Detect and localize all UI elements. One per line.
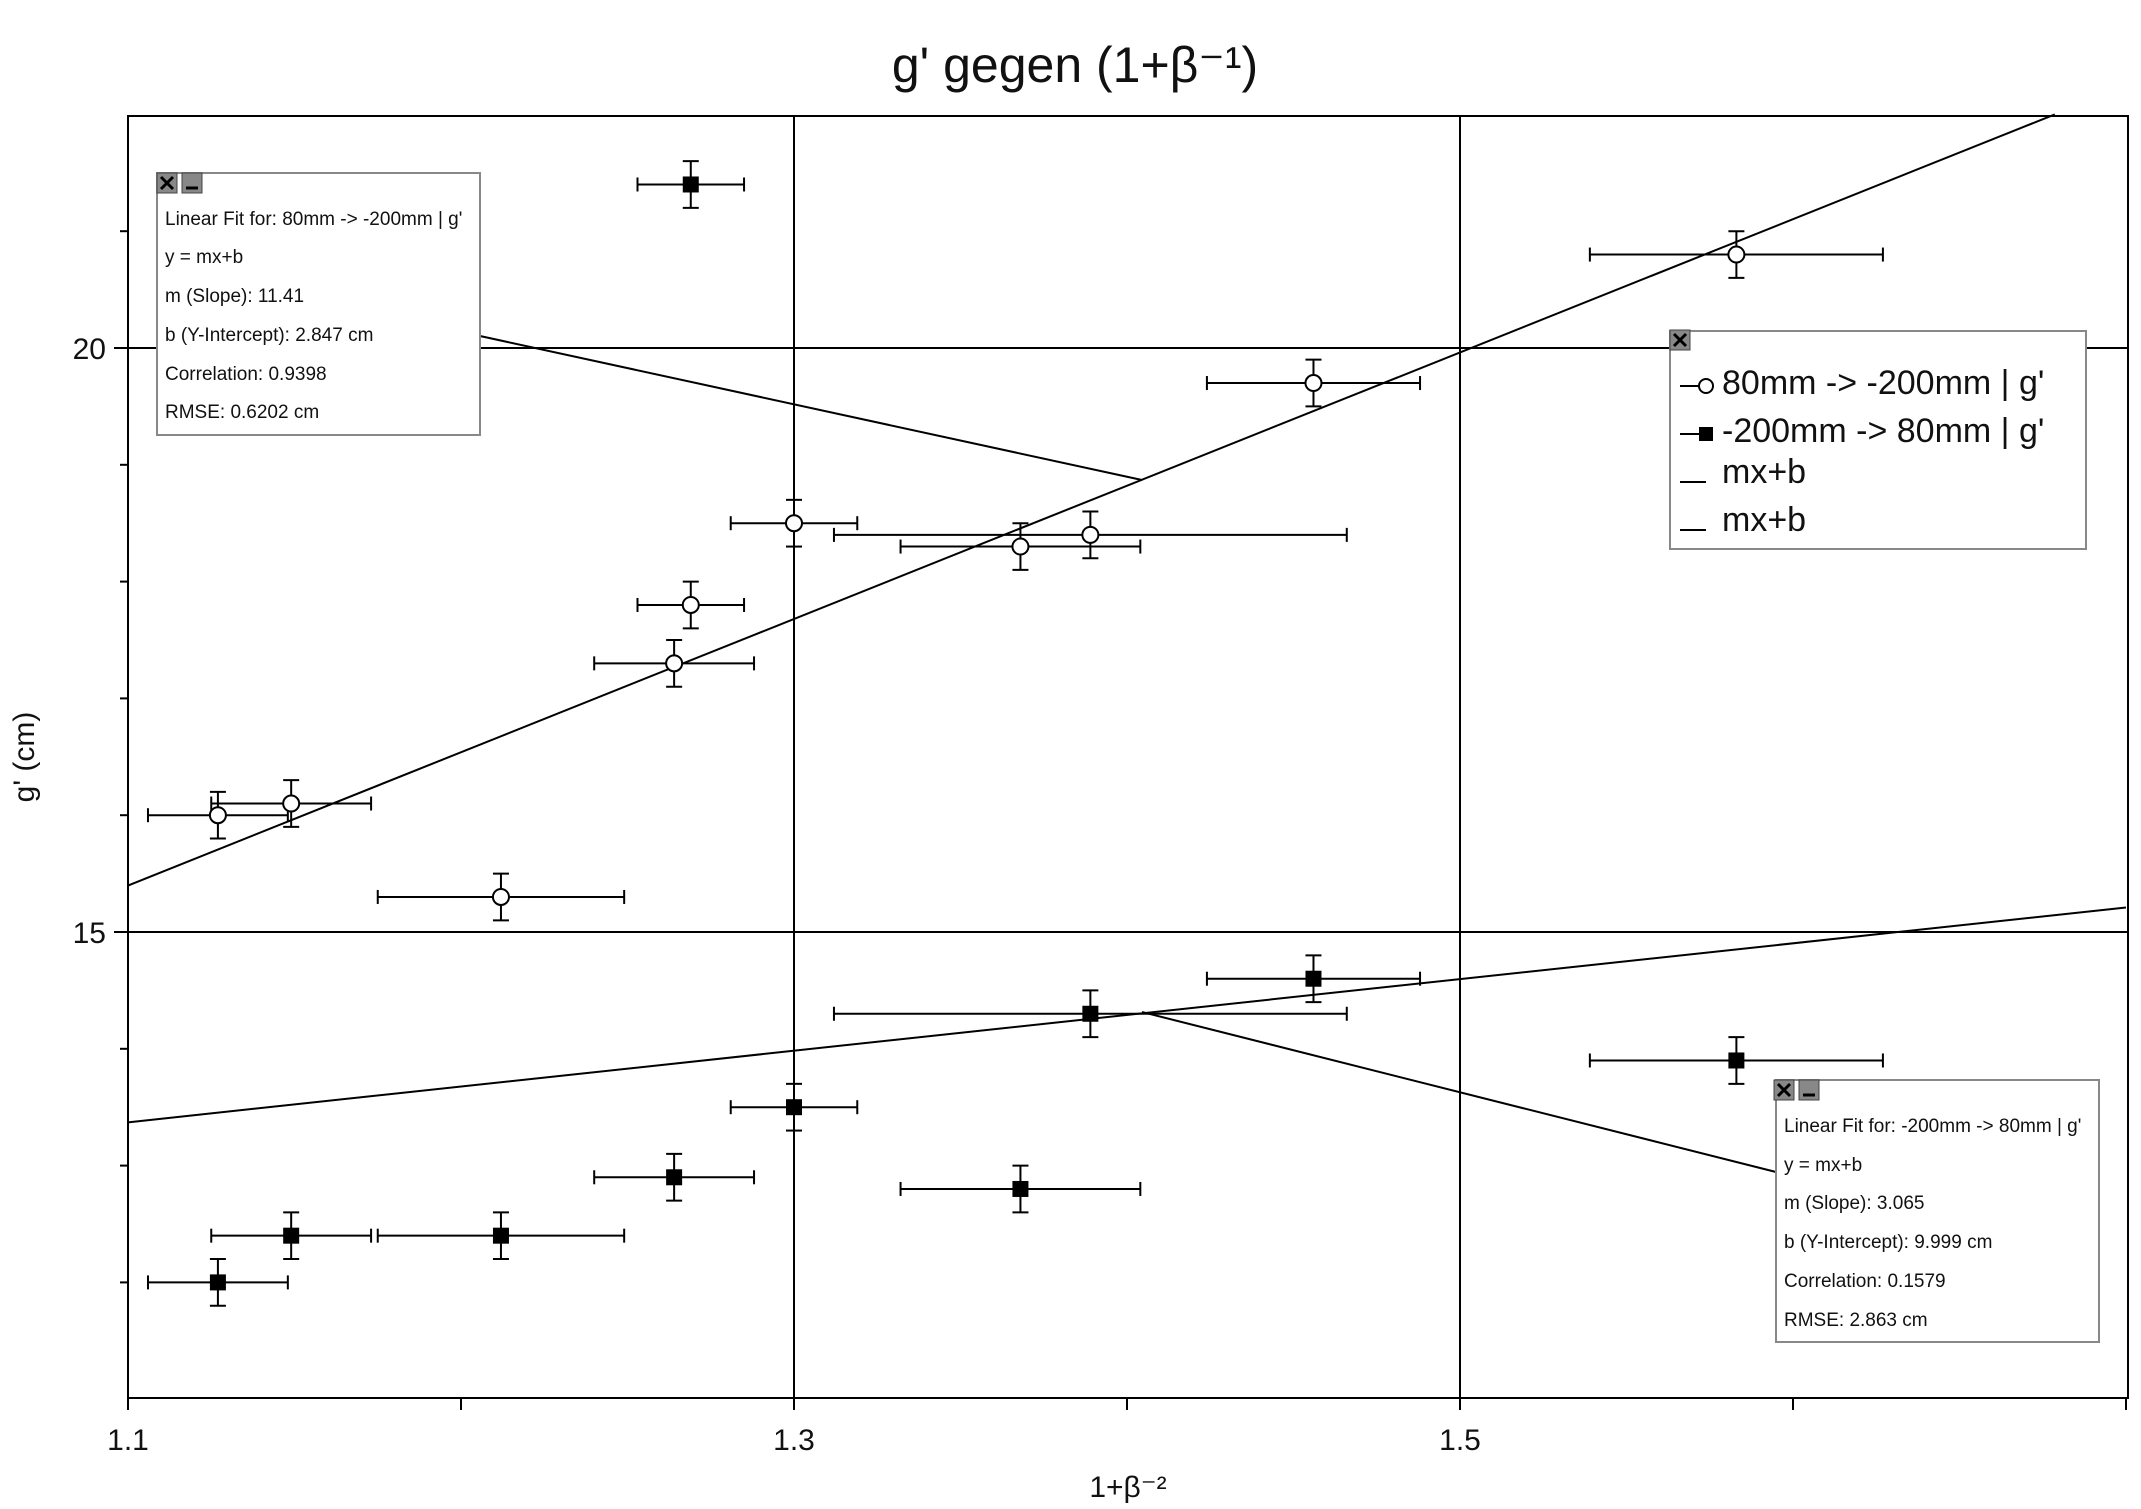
fit-line-series-2 — [127, 906, 2127, 1124]
axis-ticks: 1.1 1.3 1.5 15 20 — [73, 230, 2127, 1457]
close-icon[interactable] — [1669, 329, 1691, 351]
legend-item: 80mm -> -200mm | g' — [1680, 364, 2044, 402]
point-marker — [681, 595, 700, 614]
chart-title: g' gegen (1+β⁻¹) — [892, 37, 1258, 93]
legend-label: -200mm -> 80mm | g' — [1722, 412, 2044, 450]
fit-box-series-2[interactable]: Linear Fit for: -200mm -> 80mm | g' y = … — [1773, 1079, 2100, 1343]
data-point — [146, 1258, 289, 1307]
data-point — [729, 1082, 859, 1132]
legend-item: mx+b — [1680, 453, 1806, 491]
legend-label: 80mm -> -200mm | g' — [1722, 364, 2044, 402]
legend-item: -200mm -> 80mm | g' — [1680, 412, 2044, 450]
fit-box-series-1[interactable]: Linear Fit for: 80mm -> -200mm | g' y = … — [156, 172, 481, 436]
data-point — [1588, 1036, 1884, 1085]
data-point — [210, 779, 373, 828]
data-point — [832, 989, 1348, 1039]
point-marker — [1011, 537, 1030, 556]
fit-box-line: y = mx+b — [165, 247, 243, 268]
point-marker — [1012, 1180, 1029, 1197]
data-point — [636, 160, 746, 209]
point-marker — [1305, 970, 1322, 987]
data-point — [636, 580, 746, 630]
fit-box-1-leader — [479, 335, 1143, 481]
data-point — [593, 1152, 756, 1202]
point-marker — [492, 1227, 509, 1244]
fit-box-line: b (Y-Intercept): 2.847 cm — [165, 325, 373, 346]
x-tick-label: 1.5 — [1439, 1424, 1481, 1457]
data-point — [899, 522, 1142, 571]
close-icon[interactable] — [1773, 1079, 1795, 1101]
fit-box-line: m (Slope): 3.065 — [1784, 1193, 1924, 1214]
point-marker — [785, 514, 803, 533]
legend-label: mx+b — [1722, 501, 1806, 539]
minimize-icon[interactable] — [181, 172, 203, 194]
fit-box-line: RMSE: 2.863 cm — [1784, 1310, 1928, 1331]
open-circle-marker-icon — [1698, 378, 1714, 394]
y-tick-label: 15 — [73, 917, 106, 950]
data-point — [593, 639, 756, 688]
data-point — [729, 498, 859, 548]
legend[interactable]: 80mm -> -200mm | g' -200mm -> 80mm | g' … — [1669, 329, 2087, 550]
data-point — [376, 1211, 626, 1261]
x-axis-label: 1+β⁻² — [1089, 1471, 1166, 1504]
data-point — [210, 1211, 373, 1261]
data-points — [146, 160, 1884, 1307]
fit-box-2-leader — [1141, 1011, 1777, 1173]
point-marker — [1728, 1052, 1745, 1069]
point-marker — [208, 806, 227, 825]
data-point — [146, 790, 289, 840]
fit-box-line: b (Y-Intercept): 9.999 cm — [1784, 1232, 1992, 1253]
fit-box-line: Correlation: 0.1579 — [1784, 1271, 1946, 1292]
close-icon[interactable] — [156, 172, 178, 194]
point-marker — [491, 887, 510, 906]
data-point — [1205, 358, 1422, 408]
point-marker — [1082, 1005, 1099, 1022]
x-tick-label: 1.1 — [107, 1424, 149, 1457]
data-point — [1588, 230, 1884, 279]
fit-box-line: y = mx+b — [1784, 1155, 1862, 1176]
data-point — [1205, 954, 1422, 1004]
minimize-icon[interactable] — [1798, 1079, 1820, 1101]
fit-lines — [127, 113, 2127, 1173]
point-marker — [682, 176, 699, 193]
fit-box-line: RMSE: 0.6202 cm — [165, 402, 319, 423]
fit-box-line: Linear Fit for: -200mm -> 80mm | g' — [1784, 1116, 2081, 1137]
fit-box-line: Linear Fit for: 80mm -> -200mm | g' — [165, 209, 462, 230]
legend-label: mx+b — [1722, 453, 1806, 491]
fit-box-line: m (Slope): 11.41 — [165, 286, 304, 307]
point-marker — [666, 1169, 683, 1186]
point-marker — [209, 1274, 226, 1291]
x-tick-label: 1.3 — [773, 1424, 815, 1457]
point-marker — [1304, 374, 1323, 393]
data-point — [899, 1164, 1142, 1214]
point-marker — [665, 654, 684, 673]
data-point — [376, 872, 626, 922]
y-tick-label: 20 — [73, 333, 106, 366]
point-marker — [282, 794, 301, 813]
fit-line-series-1 — [127, 113, 2056, 887]
point-marker — [1727, 245, 1746, 264]
y-axis-label: g' (cm) — [8, 712, 41, 803]
point-marker — [283, 1227, 300, 1244]
legend-item: mx+b — [1680, 501, 1806, 539]
fit-box-line: Correlation: 0.9398 — [165, 364, 327, 385]
point-marker — [1081, 525, 1100, 544]
data-point — [832, 510, 1348, 560]
filled-square-marker-icon — [1699, 427, 1713, 441]
point-marker — [786, 1099, 802, 1116]
